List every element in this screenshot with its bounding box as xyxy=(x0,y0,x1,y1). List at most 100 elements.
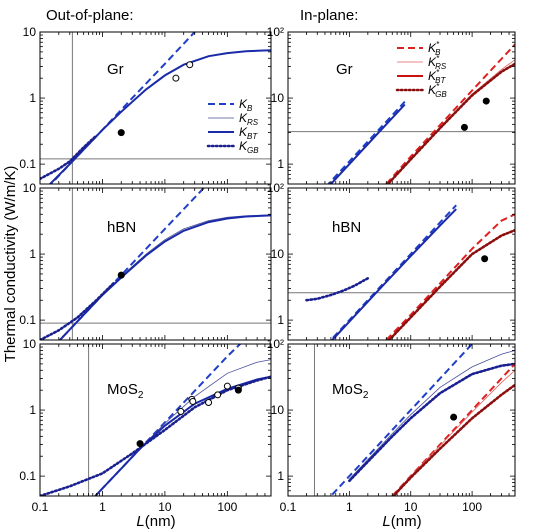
ticks-out-of-plane-gr xyxy=(39,31,272,184)
y-tick-label: 10 xyxy=(271,403,285,417)
legend-label: KB xyxy=(239,97,253,113)
legend-symbol: K xyxy=(428,55,437,69)
x-tick-label: 1 xyxy=(99,500,106,514)
data-point-filled xyxy=(117,129,125,137)
panel-in-plane-gr: 1 10 10² Gr xyxy=(267,25,516,185)
data-point-open xyxy=(205,399,213,407)
data-point-open xyxy=(186,61,194,69)
legend-subscript: BT xyxy=(247,132,258,141)
panel-label: MoS2 xyxy=(107,381,144,401)
series-line-kstar-b xyxy=(385,213,515,340)
series-line-k-b xyxy=(93,344,241,496)
x-tick-label: 0.1 xyxy=(32,500,49,514)
y-tick-label: 1 xyxy=(277,157,284,171)
data-point-filled xyxy=(481,255,489,263)
legend-symbol: K xyxy=(428,69,437,83)
series-line-kstar-gb xyxy=(391,383,515,496)
x-axis-unit-left: (nm) xyxy=(145,513,176,530)
legend-star: * xyxy=(436,54,440,63)
panel-label: Gr xyxy=(107,61,124,78)
legend-subscript: GB xyxy=(435,90,447,99)
legend-label: K* BT xyxy=(428,68,446,85)
x-axis-var-right: L xyxy=(382,513,390,530)
panel-label: hBN xyxy=(332,219,361,236)
ticks-out-of-plane-hbn xyxy=(39,187,272,340)
ticks-out-of-plane-mos2 xyxy=(39,343,272,496)
y-tick-label: 10 xyxy=(271,247,285,261)
series-line-k-bt xyxy=(348,362,515,482)
x-tick-label: 100 xyxy=(462,500,482,514)
panel-label-subscript: 2 xyxy=(363,390,369,401)
panel-out-of-plane-mos2: 0.1 1 10 0.1 1 10 100 MoS2 xyxy=(19,337,272,514)
panel-label: MoS2 xyxy=(332,381,369,401)
plot-frame xyxy=(39,187,272,341)
series-line-k-bt xyxy=(48,49,271,184)
y-tick-label: 1 xyxy=(277,469,284,483)
data-point-filled xyxy=(460,123,468,131)
data-point-open xyxy=(189,397,197,405)
series-line-kstar-b xyxy=(385,43,515,184)
panel-label: hBN xyxy=(107,219,136,236)
x-axis-label-right: L(nm) xyxy=(382,513,421,530)
y-tick-label: 0.1 xyxy=(19,469,36,483)
x-tick-label: 100 xyxy=(217,500,237,514)
legend-symbol: K xyxy=(428,83,437,97)
y-tick-label: 1 xyxy=(29,247,36,261)
y-tick-label: 10² xyxy=(267,25,284,39)
plot-area-out-of-plane-hbn xyxy=(40,188,271,340)
legend-symbol: K xyxy=(239,97,248,111)
panel-out-of-plane-gr: 0.1 1 10 Gr xyxy=(19,25,272,185)
legend-subscript: BT xyxy=(435,76,446,85)
legend-label: K* B xyxy=(428,40,441,57)
x-tick-label: 1 xyxy=(346,500,353,514)
plot-area-out-of-plane-gr xyxy=(40,32,271,184)
legend-star: * xyxy=(436,82,440,91)
legend-label: KGB xyxy=(239,139,259,155)
y-tick-label: 10 xyxy=(271,91,285,105)
legend-label: KBT xyxy=(239,125,258,141)
plot-frame xyxy=(39,343,272,497)
legend-star: * xyxy=(436,68,440,77)
legend-symbol: K xyxy=(428,41,437,55)
x-tick-label: 10 xyxy=(158,500,172,514)
series-line-kstar-gb xyxy=(387,228,515,340)
y-tick-label: 0.1 xyxy=(19,157,36,171)
x-axis-unit-right: (nm) xyxy=(391,513,422,530)
legend-subscript: B xyxy=(247,104,253,113)
panel-out-of-plane-hbn: 0.1 1 10 hBN xyxy=(19,181,272,341)
series-line-kstar-bt xyxy=(392,384,515,496)
legend-subscript: RS xyxy=(247,118,259,127)
series-line-k-gb xyxy=(40,375,271,496)
series-line-k-rs xyxy=(49,49,271,184)
data-point-filled xyxy=(136,440,144,448)
y-tick-label: 10² xyxy=(267,337,284,351)
y-axis-label: Thermal conductivity (W/m/K) xyxy=(2,166,19,363)
data-point-open xyxy=(214,391,222,399)
column-title-out-of-plane: Out-of-plane: xyxy=(46,7,134,24)
plot-frame xyxy=(39,31,272,185)
legend-subscript: B xyxy=(435,48,441,57)
y-tick-label: 10 xyxy=(23,337,37,351)
data-point-filled xyxy=(117,271,125,279)
series-line-k-b xyxy=(329,204,457,340)
series-line-k-b xyxy=(329,344,473,496)
plot-area-in-plane-gr xyxy=(288,43,515,184)
legend-subscript: RS xyxy=(435,62,447,71)
data-point-open xyxy=(172,74,180,82)
series-line-kstar-bt xyxy=(386,62,515,184)
series-line-k-gb xyxy=(40,282,115,340)
x-tick-label: 10 xyxy=(404,500,418,514)
plot-area-in-plane-hbn xyxy=(288,204,515,340)
legend-symbol: K xyxy=(239,139,248,153)
series-line-k-bt xyxy=(330,208,457,340)
column-title-in-plane: In-plane: xyxy=(300,7,358,24)
series-line-kstar-gb xyxy=(386,62,515,184)
y-tick-label: 10 xyxy=(23,25,37,39)
legend-label: K* GB xyxy=(428,82,447,99)
legend-in-plane: K* BK* RSK* BTK* GB xyxy=(395,40,447,99)
plot-frame xyxy=(287,343,516,497)
series-line-k-rs xyxy=(349,350,515,480)
